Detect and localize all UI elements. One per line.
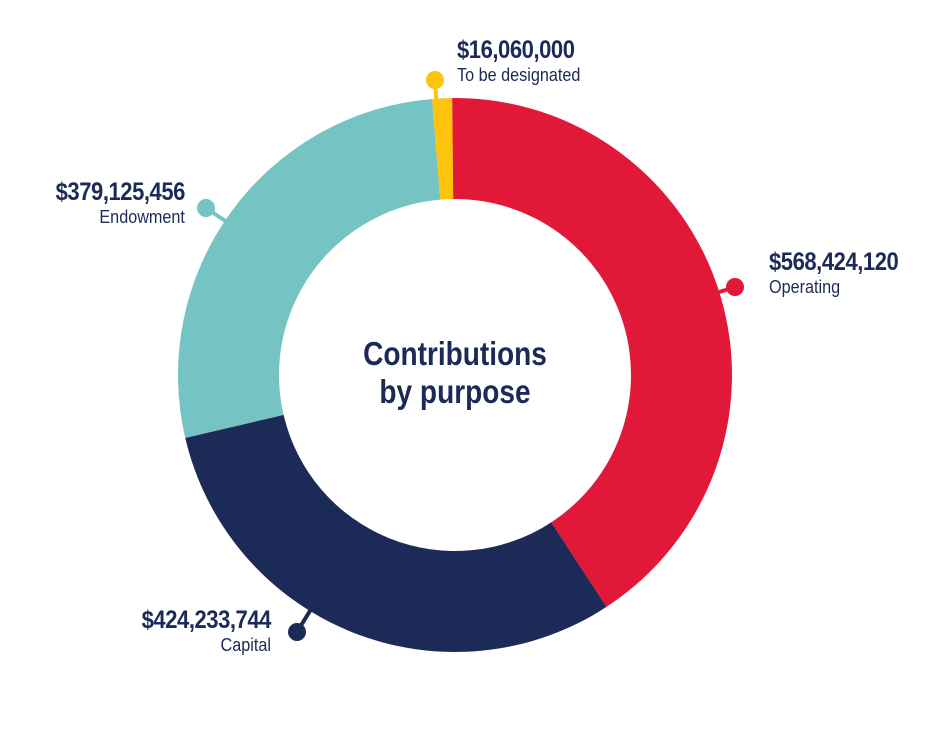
marker-dot-to-be-designated: [426, 71, 444, 89]
category-operating: Operating: [769, 277, 841, 297]
value-operating: $568,424,120: [769, 248, 899, 276]
category-to-be-designated: To be designated: [457, 65, 581, 85]
category-endowment: Endowment: [99, 207, 185, 227]
slice-to-be-designated: [431, 98, 454, 200]
marker-dot-capital: [288, 623, 306, 641]
slice-operating: [452, 98, 732, 607]
label-capital: $424,233,744 Capital: [124, 606, 272, 656]
chart-title-line-1: Contributions: [363, 335, 547, 372]
marker-dot-operating: [726, 278, 744, 296]
value-endowment: $379,125,456: [55, 178, 186, 206]
slice-capital: [185, 414, 607, 653]
label-operating: $568,424,120 Operating: [769, 248, 916, 298]
chart-title: Contributions by purpose: [328, 335, 583, 411]
value-to-be-designated: $16,060,000: [457, 36, 575, 64]
category-capital: Capital: [220, 635, 271, 655]
label-endowment: $379,125,456 Endowment: [38, 178, 186, 228]
label-to-be-designated: $16,060,000 To be designated: [457, 36, 594, 86]
value-capital: $424,233,744: [141, 606, 272, 634]
chart-title-line-2: by purpose: [379, 373, 531, 410]
marker-dot-endowment: [197, 199, 215, 217]
slice-endowment: [177, 98, 441, 438]
